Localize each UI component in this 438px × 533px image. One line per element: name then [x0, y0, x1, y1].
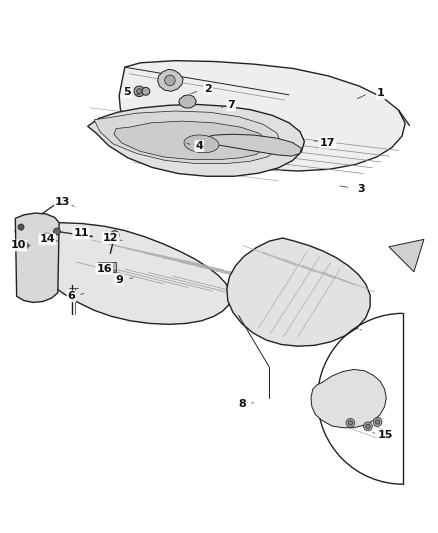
Text: 15: 15	[378, 430, 393, 440]
Circle shape	[364, 422, 372, 431]
Polygon shape	[88, 104, 304, 176]
Polygon shape	[114, 121, 267, 159]
Text: 16: 16	[96, 264, 112, 273]
Text: 6: 6	[67, 291, 75, 301]
Circle shape	[366, 424, 370, 429]
Circle shape	[56, 199, 62, 205]
Circle shape	[373, 418, 382, 426]
Text: 13: 13	[55, 197, 71, 207]
Circle shape	[134, 86, 145, 96]
Circle shape	[165, 75, 175, 86]
Text: 7: 7	[227, 100, 235, 110]
Text: 12: 12	[102, 233, 118, 243]
Circle shape	[348, 421, 353, 425]
Ellipse shape	[184, 135, 219, 153]
Text: 17: 17	[320, 138, 336, 148]
Circle shape	[142, 87, 150, 95]
Polygon shape	[179, 95, 196, 108]
Polygon shape	[94, 111, 280, 164]
Circle shape	[137, 88, 142, 94]
Text: 2: 2	[204, 84, 212, 94]
Text: 8: 8	[238, 399, 246, 409]
Text: 3: 3	[357, 184, 365, 195]
Polygon shape	[42, 233, 52, 242]
Polygon shape	[119, 61, 405, 171]
Polygon shape	[158, 69, 183, 91]
Text: 1: 1	[377, 88, 385, 99]
Circle shape	[110, 231, 119, 239]
Text: 5: 5	[123, 87, 131, 97]
Circle shape	[18, 224, 24, 230]
Polygon shape	[389, 239, 424, 272]
Text: 4: 4	[195, 141, 203, 151]
Polygon shape	[311, 369, 386, 427]
Circle shape	[20, 241, 28, 250]
FancyBboxPatch shape	[98, 262, 116, 272]
Text: 11: 11	[73, 228, 89, 238]
Text: 14: 14	[39, 235, 55, 244]
Circle shape	[53, 228, 60, 235]
Text: 9: 9	[115, 274, 123, 285]
Circle shape	[22, 243, 26, 248]
Polygon shape	[15, 223, 231, 324]
Circle shape	[346, 418, 355, 427]
Polygon shape	[227, 238, 370, 346]
Circle shape	[375, 420, 380, 424]
Polygon shape	[15, 213, 59, 302]
Text: 10: 10	[11, 240, 27, 251]
Polygon shape	[202, 134, 301, 156]
